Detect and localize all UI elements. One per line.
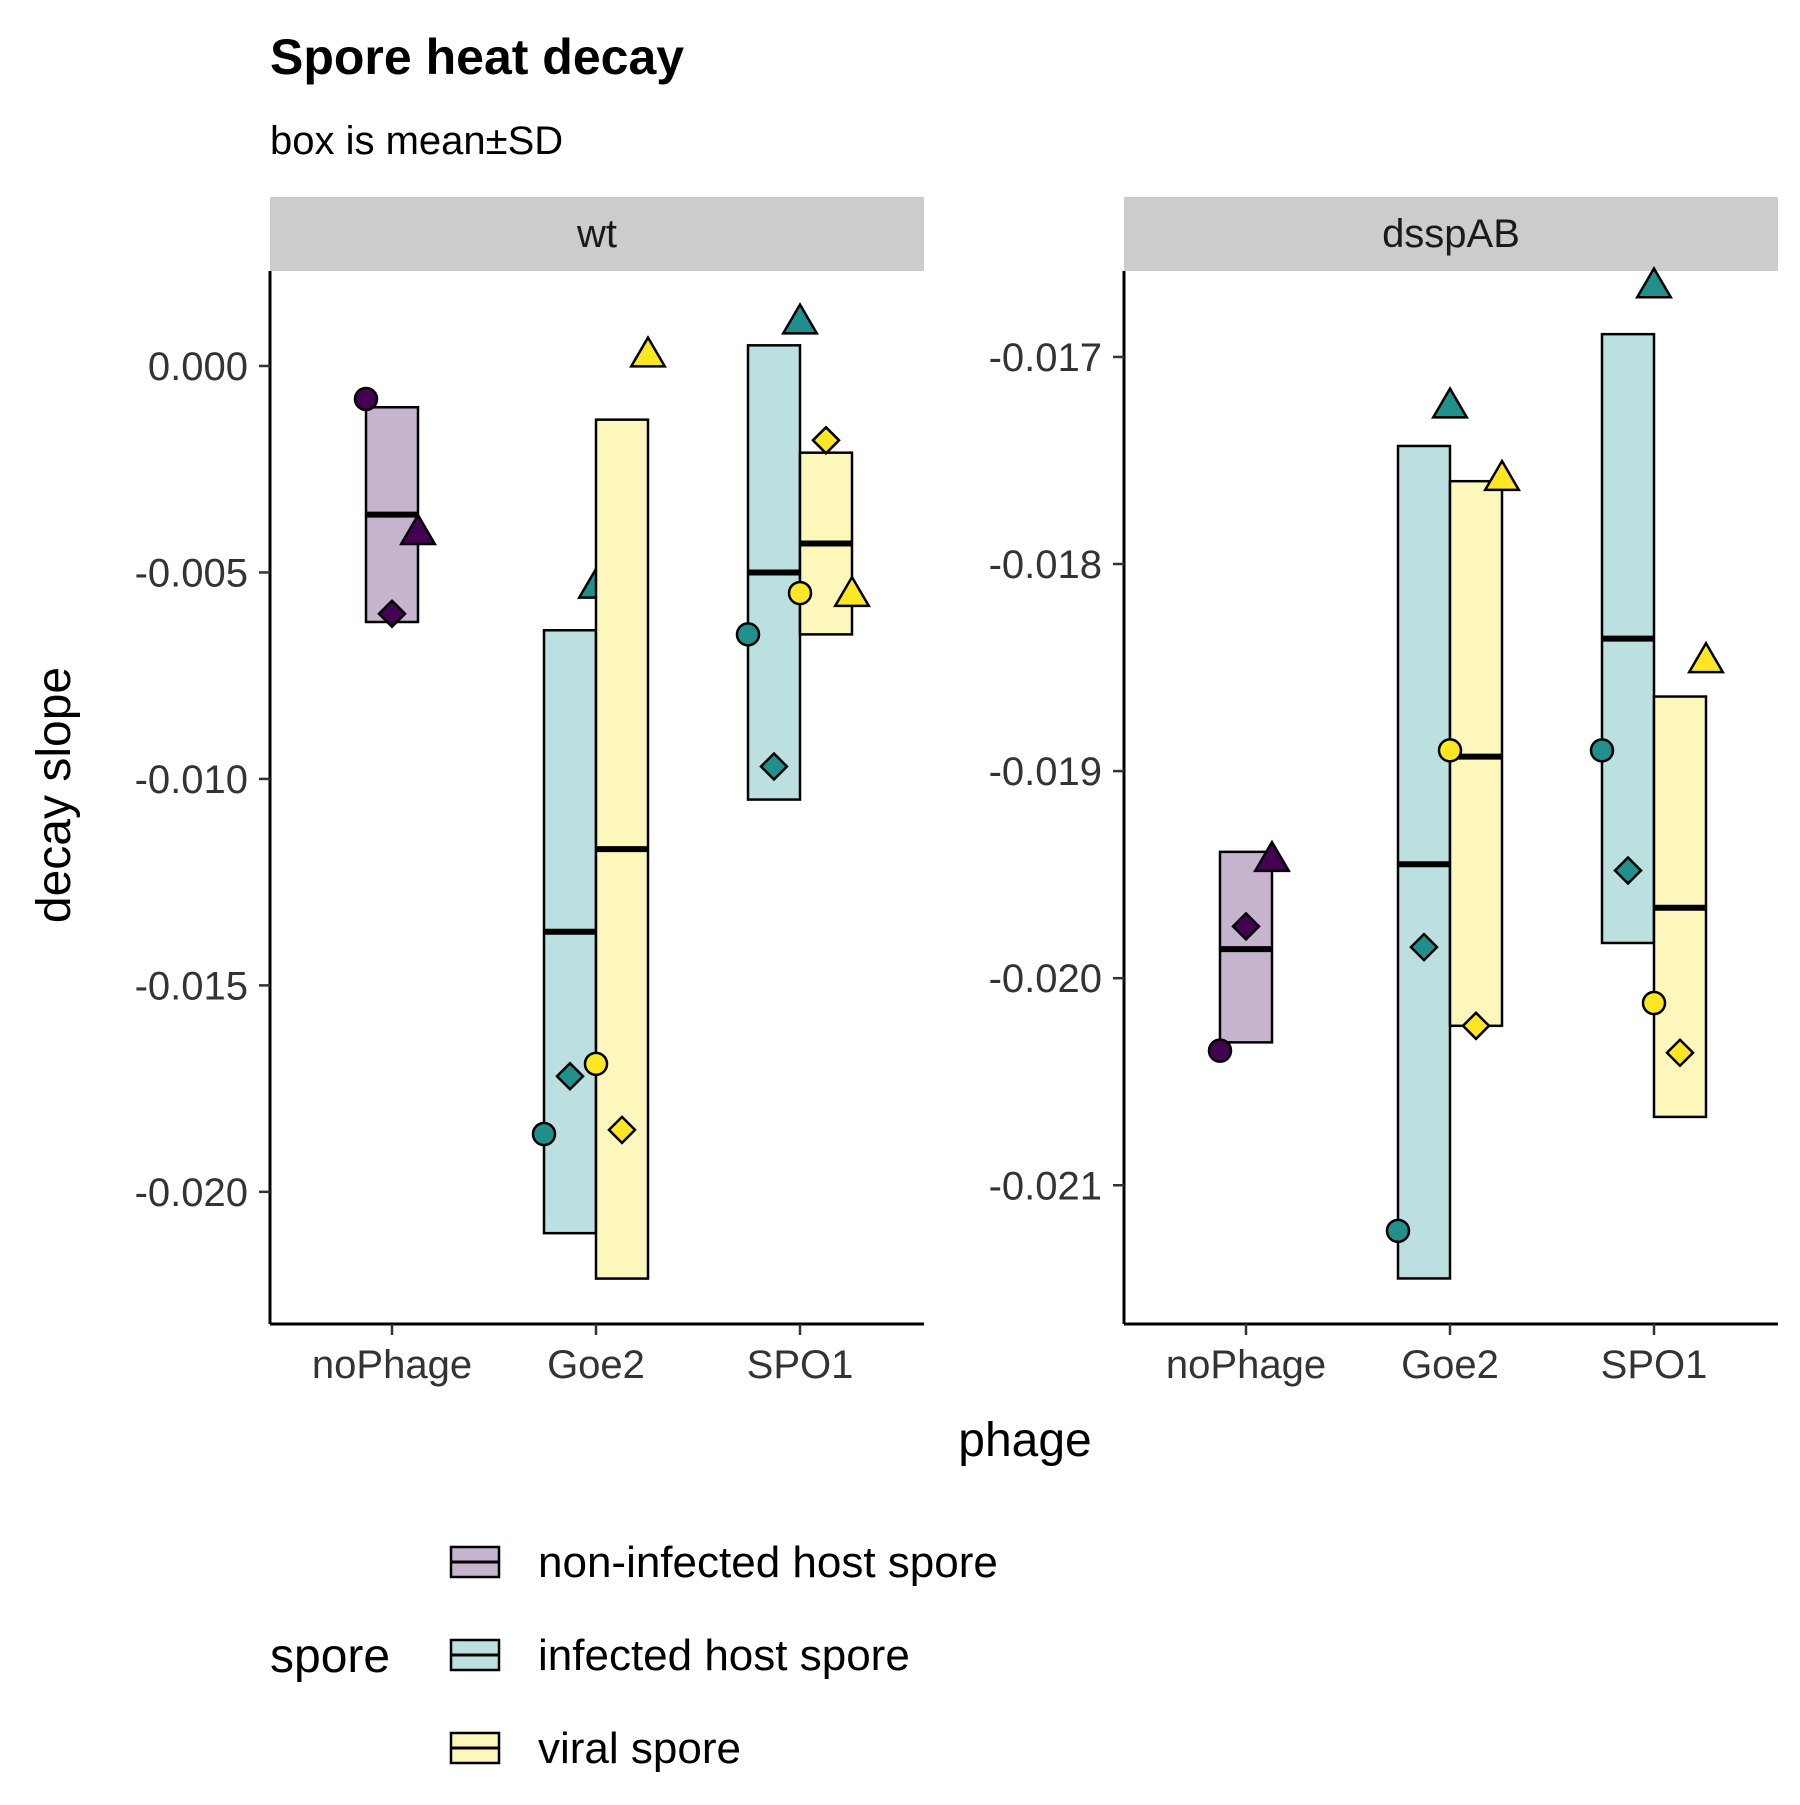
point-diamond (1409, 932, 1439, 962)
legend-label: non-infected host spore (538, 1538, 998, 1587)
box-spo1-viral-spore (1641, 640, 1725, 1119)
x-tick-label: noPhage (1166, 1343, 1326, 1387)
point-circle (583, 1051, 609, 1077)
point-triangle (781, 302, 819, 335)
y-tick-label: -0.015 (135, 964, 248, 1008)
point-diamond (555, 1061, 585, 1092)
legend-item-non-infected-host-spore: non-infected host spore (449, 1538, 998, 1587)
box-nophage-non-infected-host-spore (353, 386, 437, 629)
point-diamond (811, 425, 841, 456)
legend-label: viral spore (538, 1724, 741, 1773)
point-circle (531, 1121, 557, 1147)
y-tick-label: -0.018 (989, 543, 1102, 587)
point-triangle (1431, 386, 1469, 419)
y-tick-label: -0.010 (135, 758, 248, 802)
y-tick-label: -0.019 (989, 750, 1102, 794)
y-tick-label: -0.020 (989, 957, 1102, 1001)
legend-title: spore (270, 1630, 390, 1683)
box-spo1-infected-host-spore (735, 302, 819, 801)
y-tick-label: -0.005 (135, 551, 248, 595)
point-diamond (1613, 855, 1643, 886)
point-circle (1207, 1038, 1233, 1063)
point-triangle (1687, 640, 1725, 674)
x-tick-label: Goe2 (547, 1343, 645, 1387)
point-triangle (399, 512, 437, 546)
box-goe2-infected-host-spore (1385, 386, 1469, 1280)
panels-layer: wt 0.000 -0.005 -0.010 -0.015 -0.020 noPhage Go… (135, 197, 1778, 1387)
point-triangle (1635, 265, 1673, 299)
point-circle (735, 622, 761, 647)
y-axis-label: decay slope (28, 667, 81, 923)
x-tick-label: Goe2 (1401, 1343, 1499, 1387)
box-goe2-viral-spore (583, 335, 667, 1280)
point-triangle (833, 574, 871, 608)
x-tick-label: noPhage (312, 1343, 472, 1387)
legend-item-viral-spore: viral spore (449, 1724, 741, 1773)
facet-strip-label: dsspAB (1382, 212, 1520, 256)
point-circle (1589, 738, 1615, 763)
x-tick-label: SPO1 (1601, 1343, 1708, 1387)
box-spo1-viral-spore (787, 425, 871, 636)
point-circle (1437, 738, 1463, 763)
box-goe2-infected-host-spore (531, 566, 615, 1235)
chart-title: Spore heat decay (270, 29, 684, 85)
legend-item-infected-host-spore: infected host spore (449, 1631, 910, 1680)
y-tick-label: 0.000 (148, 345, 248, 389)
facet-strip (1124, 197, 1778, 271)
chart-subtitle: box is mean±SD (270, 119, 563, 163)
point-triangle (1253, 839, 1291, 873)
y-tick-label: -0.017 (989, 336, 1102, 380)
facet-strip-label: wt (576, 212, 617, 256)
point-diamond (1231, 911, 1261, 942)
box-goe2-viral-spore (1437, 458, 1521, 1041)
y-tick-label: -0.020 (135, 1171, 248, 1215)
point-circle (353, 386, 379, 412)
x-tick-label: SPO1 (747, 1343, 854, 1387)
legend: non-infected host spore infected host spo… (449, 1538, 998, 1773)
panel-wt: wt 0.000 -0.005 -0.010 -0.015 -0.020 noPhage Go… (135, 197, 924, 1387)
panel-dsspab: dsspAB -0.017 -0.018 -0.019 -0.020 -0.021 noPh… (989, 197, 1778, 1387)
point-triangle (629, 335, 667, 368)
legend-label: infected host spore (538, 1631, 910, 1680)
x-axis-label: phage (958, 1414, 1091, 1467)
y-tick-label: -0.021 (989, 1164, 1102, 1208)
point-circle (1385, 1218, 1411, 1244)
box-spo1-infected-host-spore (1589, 265, 1673, 945)
point-diamond (1461, 1011, 1491, 1041)
point-diamond (607, 1115, 637, 1145)
box-nophage-non-infected-host-spore (1207, 839, 1291, 1063)
point-circle (1641, 990, 1667, 1016)
point-diamond (759, 751, 789, 782)
point-diamond (1665, 1037, 1695, 1068)
point-triangle (1483, 458, 1521, 492)
point-diamond (377, 598, 407, 629)
facet-strip (270, 197, 924, 271)
point-circle (787, 580, 813, 606)
